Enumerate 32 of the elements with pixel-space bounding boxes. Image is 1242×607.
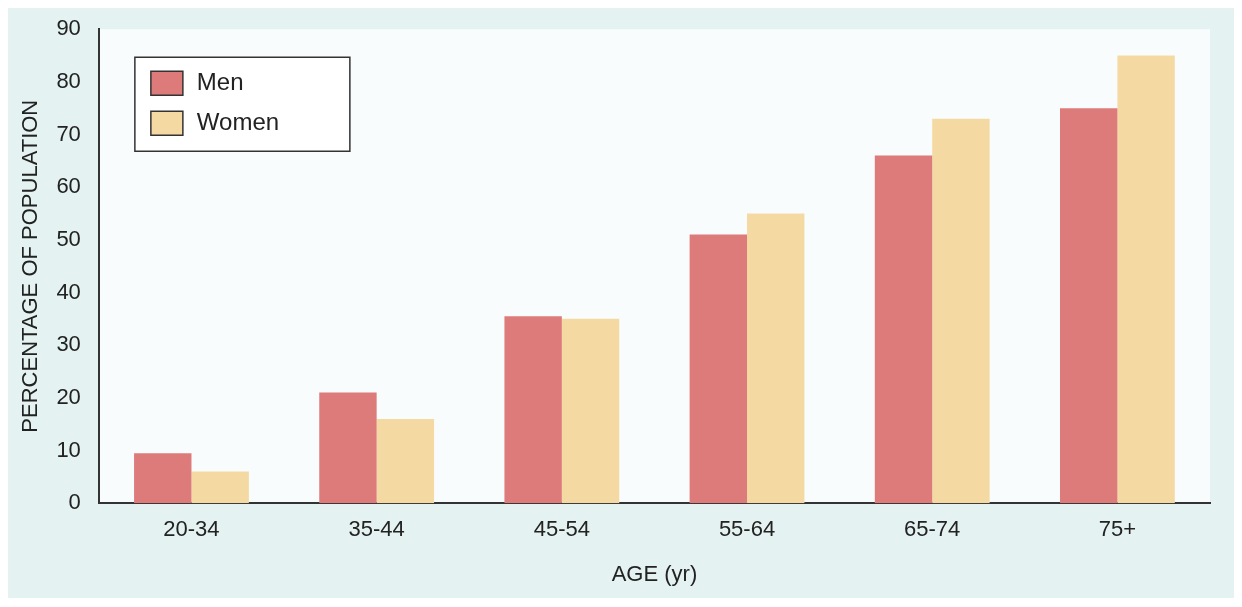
y-tick-label: 70 (56, 120, 81, 146)
bar (689, 234, 748, 504)
y-tick-label: 90 (56, 15, 81, 41)
y-tick-label: 60 (56, 173, 81, 199)
x-tick-label: 75+ (1098, 516, 1137, 542)
y-tick-label: 80 (56, 67, 81, 93)
bar (1117, 55, 1175, 504)
bar (319, 392, 377, 504)
x-tick-label: 35-44 (348, 516, 405, 542)
y-tick-label: 30 (56, 331, 81, 357)
bar (504, 316, 562, 504)
x-tick-label: 65-74 (904, 516, 961, 542)
x-axis-title: AGE (yr) (611, 560, 698, 586)
x-tick-label: 55-64 (718, 516, 776, 542)
bar (561, 318, 620, 504)
bar (1060, 108, 1118, 504)
x-tick-label: 20-34 (163, 516, 220, 542)
bar (134, 453, 192, 504)
y-tick-label: 50 (56, 225, 81, 251)
bar (932, 118, 990, 504)
y-axis-title: PERCENTAGE OF POPULATION (17, 99, 43, 433)
y-tick-label: 40 (56, 278, 81, 304)
y-tick-label: 0 (68, 489, 81, 515)
y-tick-label: 10 (56, 436, 81, 462)
legend-label: Men (196, 67, 244, 95)
bar (874, 155, 933, 504)
bar (747, 213, 805, 504)
x-tick-label: 45-54 (533, 516, 590, 542)
bar (191, 471, 249, 504)
legend-label: Women (196, 107, 280, 135)
bar (376, 418, 435, 504)
y-tick-label: 20 (56, 383, 81, 409)
